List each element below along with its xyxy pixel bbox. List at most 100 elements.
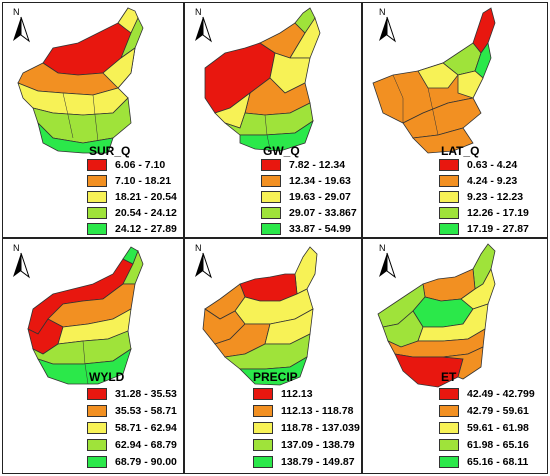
legend-label: 65.16 - 68.11 (467, 456, 529, 468)
legend-row: 31.28 - 35.53 (87, 387, 177, 401)
legend-label: 7.10 - 18.21 (115, 175, 172, 187)
north-arrow-icon: N (373, 243, 401, 279)
map-precip (202, 246, 318, 386)
legend-row: 58.71 - 62.94 (87, 421, 177, 435)
legend-row: 42.79 - 59.61 (439, 404, 529, 418)
legend-swatch (87, 439, 107, 451)
legend-label: 68.79 - 90.00 (115, 456, 177, 468)
panel-sur-q: N SUR_Q 6.06 - 7.10 7.10 - 18.21 18.21 -… (2, 2, 184, 238)
legend-swatch (439, 159, 459, 171)
legend-label: 61.98 - 65.16 (467, 439, 529, 451)
legend-swatch (87, 191, 107, 203)
legend-swatch (439, 223, 459, 235)
legend-swatch (87, 223, 107, 235)
legend-label: 29.07 - 33.867 (289, 207, 357, 219)
legend-row: 42.49 - 42.799 (439, 387, 535, 401)
legend-row: 138.79 - 149.87 (253, 455, 355, 469)
legend-label: 6.06 - 7.10 (115, 159, 166, 171)
legend-label: 4.24 - 9.23 (467, 175, 518, 187)
north-label: N (13, 243, 20, 253)
panel-et: N ET 42.49 - 42.799 42.79 - 59.61 59.61 … (362, 238, 548, 474)
map-wyld (27, 246, 144, 385)
legend-swatch (87, 422, 107, 434)
legend-swatch (87, 456, 107, 468)
map-sur-q (17, 7, 144, 154)
north-arrow-icon: N (7, 243, 35, 279)
legend-label: 17.19 - 27.87 (467, 223, 529, 235)
legend-row: 9.23 - 12.23 (439, 190, 523, 204)
panel-lat-q: N LAT_Q 0.63 - 4.24 4.24 - 9.23 9.23 - 1… (362, 2, 548, 238)
legend-title: SUR_Q (89, 144, 131, 158)
north-arrow-icon: N (7, 7, 35, 43)
legend-row: 118.78 - 137.039 (253, 421, 360, 435)
legend-label: 42.49 - 42.799 (467, 388, 535, 400)
legend-row: 6.06 - 7.10 (87, 158, 165, 172)
legend-row: 29.07 - 33.867 (261, 206, 357, 220)
legend-row: 65.16 - 68.11 (439, 455, 528, 469)
legend-label: 0.63 - 4.24 (467, 159, 518, 171)
legend-row: 61.98 - 65.16 (439, 438, 529, 452)
legend-label: 12.34 - 19.63 (289, 175, 351, 187)
legend-swatch (439, 388, 459, 400)
legend-label: 19.63 - 29.07 (289, 191, 351, 203)
legend-label: 18.21 - 20.54 (115, 191, 177, 203)
north-label: N (379, 243, 386, 253)
legend-swatch (439, 191, 459, 203)
legend-swatch (261, 175, 281, 187)
north-arrow-icon: N (189, 7, 217, 43)
legend-label: 12.26 - 17.19 (467, 207, 529, 219)
legend-row: 17.19 - 27.87 (439, 222, 529, 236)
legend-swatch (253, 456, 273, 468)
legend-row: 33.87 - 54.99 (261, 222, 351, 236)
legend-label: 9.23 - 12.23 (467, 191, 524, 203)
map-lat-q (372, 7, 496, 154)
legend-swatch (87, 207, 107, 219)
legend-swatch (439, 175, 459, 187)
legend-swatch (439, 422, 459, 434)
legend-row: 18.21 - 20.54 (87, 190, 177, 204)
legend-row: 7.10 - 18.21 (87, 174, 171, 188)
legend-label: 62.94 - 68.79 (115, 439, 177, 451)
legend-row: 62.94 - 68.79 (87, 438, 177, 452)
legend-row: 7.82 - 12.34 (261, 158, 345, 172)
legend-row: 137.09 - 138.79 (253, 438, 355, 452)
legend-label: 33.87 - 54.99 (289, 223, 351, 235)
north-arrow-icon: N (373, 7, 401, 43)
legend-swatch (439, 456, 459, 468)
legend-label: 59.61 - 61.98 (467, 422, 529, 434)
panel-gw-q: N GW_Q 7.82 - 12.34 12.34 - 19.63 19.63 … (184, 2, 362, 238)
legend-swatch (439, 207, 459, 219)
legend-title: WYLD (89, 370, 125, 384)
legend-swatch (87, 175, 107, 187)
legend-label: 24.12 - 27.89 (115, 223, 177, 235)
legend-label: 35.53 - 58.71 (115, 405, 177, 417)
legend-row: 19.63 - 29.07 (261, 190, 351, 204)
legend-swatch (261, 223, 281, 235)
legend-label: 138.79 - 149.87 (281, 456, 355, 468)
legend-row: 35.53 - 58.71 (87, 404, 177, 418)
legend-label: 112.13 - 118.78 (281, 405, 354, 417)
legend-swatch (87, 405, 107, 417)
legend-swatch (261, 191, 281, 203)
legend-row: 20.54 - 24.12 (87, 206, 177, 220)
panel-wyld: N WYLD 31.28 - 35.53 35.53 - 58.71 58.71… (2, 238, 184, 474)
legend-label: 42.79 - 59.61 (467, 405, 529, 417)
legend-label: 20.54 - 24.12 (115, 207, 177, 219)
legend-swatch (87, 388, 107, 400)
legend-label: 137.09 - 138.79 (281, 439, 355, 451)
legend-row: 112.13 - 118.78 (253, 404, 353, 418)
legend-title: LAT_Q (441, 144, 480, 158)
legend-row: 24.12 - 27.89 (87, 222, 177, 236)
legend-title: GW_Q (263, 144, 300, 158)
legend-row: 12.34 - 19.63 (261, 174, 351, 188)
legend-row: 4.24 - 9.23 (439, 174, 517, 188)
map-gw-q (204, 7, 321, 152)
legend-title: PRECIP (253, 370, 298, 384)
legend-label: 31.28 - 35.53 (115, 388, 177, 400)
legend-row: 68.79 - 90.00 (87, 455, 177, 469)
panel-precip: N PRECIP 112.13 112.13 - 118.78 118.78 -… (184, 238, 362, 474)
legend-swatch (439, 405, 459, 417)
legend-swatch (253, 422, 273, 434)
legend-swatch (261, 207, 281, 219)
legend-row: 12.26 - 17.19 (439, 206, 529, 220)
